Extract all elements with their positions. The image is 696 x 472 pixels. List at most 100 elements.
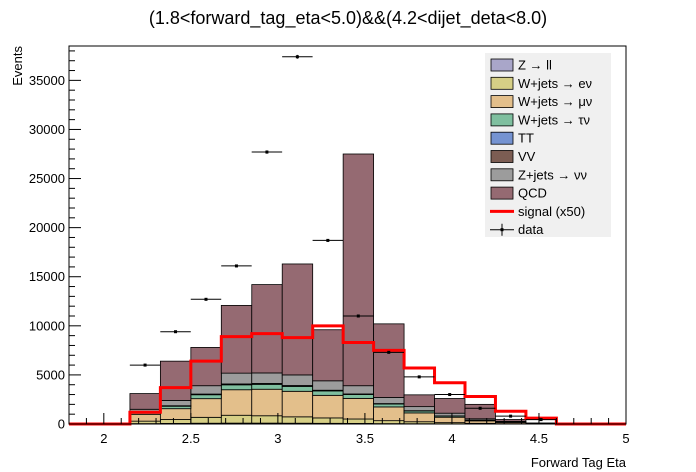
bar-6-5 [220, 372, 253, 385]
bar-6-3 [159, 400, 192, 407]
bar-6-11 [403, 406, 435, 412]
y-tick-label: 25000 [29, 171, 65, 186]
bar-7-9 [342, 153, 375, 387]
data-point-11 [464, 406, 496, 410]
legend: Z → ll W+jets → eν W+jets → μν W+jets → τν T… [485, 53, 611, 237]
bar-7-6 [251, 284, 283, 374]
data-points [129, 54, 557, 422]
bar-3-7 [281, 385, 314, 392]
y-tick-label: 35000 [29, 73, 65, 88]
bar-3-5 [220, 384, 253, 391]
bar-7-13 [464, 403, 496, 420]
bar-6-8 [312, 380, 344, 391]
bar-6-12 [434, 412, 466, 417]
bar-7-2 [129, 393, 161, 410]
bar-3-8 [312, 390, 344, 396]
bar-6-10 [373, 397, 405, 404]
legend-label: signal (x50) [518, 204, 585, 219]
x-tick-label: 3 [274, 431, 281, 446]
data-point-5 [282, 54, 313, 59]
data-point-9 [403, 375, 435, 379]
bar-2-8 [312, 394, 344, 419]
bar-2-6 [251, 388, 283, 417]
legend-entry-1: W+jets → eν [490, 76, 592, 91]
legend-label: W+jets → τν [518, 112, 590, 127]
data-point-2 [190, 297, 222, 301]
chart-title: (1.8<forward_tag_eta<5.0)&&(4.2<dijet_de… [149, 8, 547, 29]
legend-label: W+jets → μν [518, 94, 592, 109]
bar-7-5 [220, 304, 253, 374]
x-tick-label: 2.5 [182, 431, 200, 446]
x-axis: 2 2.5 3 3.5 4 4.5 5 [68, 413, 630, 446]
bar-7-11 [403, 394, 435, 408]
bar-7-12 [434, 398, 466, 414]
bar-2-4 [190, 398, 222, 418]
y-axis: 0 5000 10000 15000 20000 25000 30000 35000 [29, 50, 81, 432]
legend-entry-3: W+jets → τν [490, 112, 590, 127]
legend-entry-5: VV [490, 149, 536, 164]
bar-3-9 [342, 394, 375, 399]
bar-1-7 [281, 416, 314, 424]
y-tick-label: 5000 [36, 367, 65, 382]
x-tick-label: 3.5 [356, 431, 374, 446]
y-tick-label: 30000 [29, 122, 65, 137]
x-tick-label: 4 [448, 431, 455, 446]
bar-2-5 [220, 389, 253, 416]
bar-1-3 [159, 419, 192, 424]
bar-6-9 [342, 385, 375, 395]
legend-label: Z+jets → νν [518, 167, 587, 182]
bar-6-4 [190, 385, 222, 395]
bar-2-12 [434, 416, 466, 424]
bar-7-7 [281, 263, 314, 376]
bar-7-10 [373, 323, 405, 398]
legend-label: Z → ll [518, 58, 552, 73]
legend-entry-0: Z → ll [490, 58, 552, 73]
data-point-13 [525, 418, 557, 422]
bar-3-10 [373, 403, 405, 408]
bar-1-8 [312, 417, 344, 424]
bar-3-4 [190, 394, 222, 400]
data-point-10 [434, 393, 465, 397]
bar-2-7 [281, 390, 314, 418]
signal-line [69, 324, 626, 426]
data-point-3 [221, 264, 252, 268]
y-tick-label: 10000 [29, 318, 65, 333]
x-tick-label: 4.5 [530, 431, 548, 446]
x-tick-label: 2 [100, 431, 107, 446]
y-tick-label: 0 [58, 417, 65, 432]
legend-entry-4: TT [490, 131, 534, 146]
bar-6-7 [281, 374, 314, 386]
y-tick-label: 15000 [29, 269, 65, 284]
bar-2-11 [403, 412, 435, 423]
data-point-7 [343, 314, 374, 318]
legend-label: VV [518, 149, 536, 164]
data-point-4 [251, 150, 283, 154]
data-point-8 [373, 350, 404, 354]
legend-label: TT [518, 131, 534, 146]
bar-3-6 [251, 383, 283, 390]
data-point-0 [129, 363, 161, 367]
legend-entry-9: data [490, 222, 544, 237]
x-tick-label: 5 [622, 431, 629, 446]
y-axis-label: Events [10, 46, 25, 86]
legend-entry-2: W+jets → μν [490, 94, 592, 109]
bar-2-9 [342, 397, 375, 420]
legend-label: QCD [518, 186, 547, 201]
legend-entry-8: signal (x50) [490, 204, 585, 219]
bar-7-3 [159, 360, 192, 401]
y-tick-label: 20000 [29, 220, 65, 235]
legend-entry-7: QCD [490, 186, 547, 201]
legend-label: W+jets → eν [518, 76, 592, 91]
data-point-6 [312, 238, 344, 242]
legend-label: data [518, 222, 544, 237]
data-point-1 [160, 330, 191, 334]
signal-step-path [69, 324, 626, 426]
bar-7-8 [312, 329, 344, 382]
x-axis-label: Forward Tag Eta [531, 455, 627, 470]
legend-entry-6: Z+jets → νν [490, 167, 587, 182]
data-point-12 [495, 414, 526, 418]
bar-6-6 [251, 372, 283, 384]
bar-7-4 [190, 347, 222, 387]
bar-1-4 [190, 416, 222, 424]
